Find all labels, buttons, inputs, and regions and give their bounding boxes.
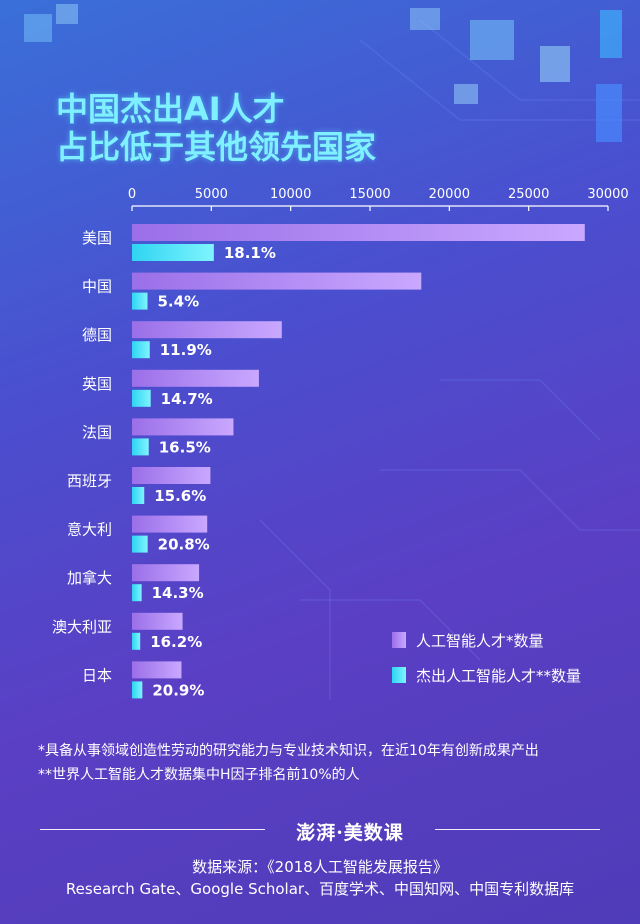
data-label-percent: 16.5% (159, 438, 211, 456)
circuit-lines (259, 19, 640, 700)
bar-outstanding (132, 487, 145, 504)
bar-talent (132, 418, 234, 436)
x-tick-label: 0 (128, 187, 136, 202)
source-line-1: 数据来源：《2018人工智能发展报告》 (192, 858, 448, 876)
bar-outstanding (132, 681, 143, 699)
category-label: 日本 (82, 666, 112, 684)
bar-outstanding (132, 584, 142, 602)
bar-outstanding (132, 341, 150, 359)
x-tick-label: 15000 (349, 187, 390, 202)
data-label-percent: 5.4% (158, 293, 200, 311)
x-axis: 0 5000 10000 15000 20000 25000 30000 (128, 187, 629, 211)
bar-talent (132, 467, 211, 484)
bars: 18.1% 5.4% 11.9% 14.7% 16.5% 15.6% 20.8% 14.3% 1… (132, 224, 585, 699)
data-label-percent: 11.9% (160, 341, 212, 359)
bar-outstanding (132, 535, 148, 553)
bar-talent (132, 661, 182, 679)
x-tick-label: 25000 (508, 187, 549, 202)
category-label: 法国 (82, 423, 112, 441)
data-label-percent: 20.9% (152, 681, 204, 699)
data-label-percent: 16.2% (150, 633, 202, 651)
category-label: 意大利 (67, 521, 112, 539)
chart-title: 中国杰出AI人才 占比低于其他领先国家 (56, 90, 376, 166)
source-line-2: Research Gate、Google Scholar、百度学术、中国知网、中… (65, 880, 575, 898)
category-label: 加拿大 (67, 569, 112, 587)
bar-talent (132, 321, 282, 339)
x-tick-label: 5000 (195, 187, 228, 202)
bar-talent (132, 272, 422, 290)
chart-title-line1: 中国杰出AI人才 (56, 90, 285, 128)
category-label: 澳大利亚 (52, 618, 112, 636)
bar-talent (132, 224, 585, 241)
brand-logo: 澎湃·美数课 (296, 822, 404, 844)
footnote-2: **世界人工智能人才数据集中H因子排名前10%的人 (38, 767, 360, 783)
data-label-percent: 14.3% (152, 584, 204, 602)
x-tick-label: 20000 (429, 187, 470, 202)
divider-right (435, 829, 600, 830)
category-label: 英国 (82, 375, 112, 393)
legend-swatch-outstanding (392, 667, 406, 683)
category-label: 中国 (82, 278, 112, 296)
bar-outstanding (132, 292, 148, 310)
category-label: 德国 (82, 326, 112, 344)
bar-outstanding (132, 244, 214, 261)
bar-talent (132, 369, 259, 387)
data-label-percent: 15.6% (154, 487, 206, 505)
legend-label-outstanding: 杰出人工智能人才**数量 (416, 667, 581, 685)
data-label-percent: 20.8% (158, 536, 210, 554)
category-label: 美国 (82, 229, 112, 247)
bar-outstanding (132, 438, 149, 456)
x-tick-label: 10000 (270, 187, 311, 202)
bar-talent (132, 564, 200, 582)
data-label-percent: 14.7% (161, 390, 213, 408)
legend-swatch-talent (392, 632, 406, 648)
legend-label-talent: 人工智能人才*数量 (416, 632, 544, 650)
data-label-percent: 18.1% (224, 244, 276, 262)
chart-title-line2: 占比低于其他领先国家 (56, 128, 377, 166)
divider-left (40, 829, 265, 830)
bar-outstanding (132, 632, 141, 650)
city-illustration (24, 4, 622, 142)
footnote-1: *具备从事领域创造性劳动的研究能力与专业技术知识，在近10年有创新成果产出 (38, 743, 539, 759)
brand-row: 澎湃·美数课 (40, 818, 600, 844)
category-label: 西班牙 (67, 472, 112, 490)
bar-talent (132, 612, 183, 630)
bar-talent (132, 515, 208, 533)
x-tick-label: 30000 (587, 187, 628, 202)
bar-outstanding (132, 389, 151, 407)
bar-chart: 0 5000 10000 15000 20000 25000 30000 美国中国德国英国法… (52, 187, 629, 699)
